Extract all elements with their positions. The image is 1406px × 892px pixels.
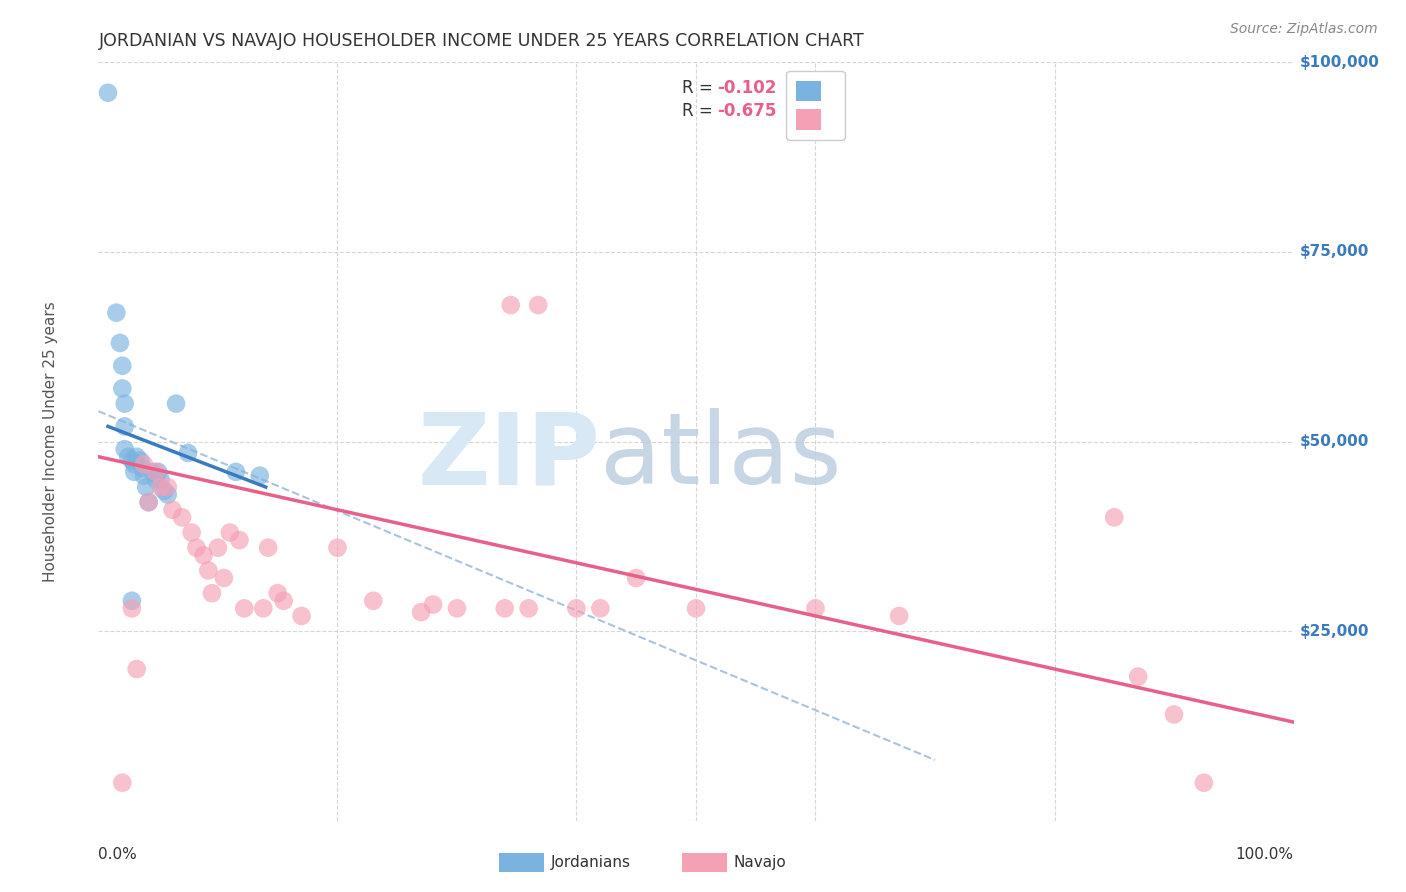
Text: Navajo: Navajo	[734, 855, 787, 870]
Text: $75,000: $75,000	[1299, 244, 1369, 260]
Point	[165, 396, 187, 410]
Point	[193, 548, 215, 563]
Point	[111, 359, 134, 373]
Text: -0.675: -0.675	[717, 102, 778, 120]
Point	[186, 541, 208, 555]
Point	[180, 525, 202, 540]
Text: 100.0%: 100.0%	[1236, 847, 1294, 863]
Point	[121, 453, 143, 467]
Point	[156, 487, 179, 501]
Point	[249, 468, 271, 483]
Point	[177, 446, 200, 460]
Text: atlas: atlas	[600, 409, 842, 505]
Point	[267, 586, 290, 600]
Point	[207, 541, 229, 555]
Point	[201, 586, 224, 600]
Point	[117, 450, 139, 464]
Text: R =: R =	[682, 102, 717, 120]
Legend: , : ,	[786, 70, 845, 140]
Point	[145, 473, 167, 487]
Point	[124, 465, 146, 479]
Point	[565, 601, 588, 615]
Point	[108, 335, 131, 350]
Point	[121, 601, 143, 615]
Point	[138, 495, 160, 509]
Text: $50,000: $50,000	[1299, 434, 1369, 449]
Text: 42: 42	[813, 102, 837, 120]
Text: JORDANIAN VS NAVAJO HOUSEHOLDER INCOME UNDER 25 YEARS CORRELATION CHART: JORDANIAN VS NAVAJO HOUSEHOLDER INCOME U…	[98, 32, 865, 50]
Point	[804, 601, 827, 615]
Point	[149, 473, 172, 487]
Point	[121, 594, 143, 608]
Text: Jordanians: Jordanians	[551, 855, 631, 870]
Point	[499, 298, 522, 312]
Point	[141, 465, 163, 479]
Point	[148, 465, 170, 479]
Point	[138, 495, 160, 509]
Point	[149, 480, 172, 494]
Point	[411, 605, 433, 619]
Point	[124, 457, 146, 471]
Point	[494, 601, 516, 615]
Point	[252, 601, 274, 615]
Point	[97, 86, 120, 100]
Text: Source: ZipAtlas.com: Source: ZipAtlas.com	[1230, 22, 1378, 37]
Text: $100,000: $100,000	[1299, 55, 1379, 70]
Point	[145, 465, 167, 479]
Text: -0.102: -0.102	[717, 79, 778, 97]
Point	[156, 480, 179, 494]
Point	[326, 541, 349, 555]
Point	[129, 453, 152, 467]
Point	[273, 594, 295, 608]
Point	[225, 465, 247, 479]
Point	[162, 503, 184, 517]
Point	[889, 608, 911, 623]
Point	[132, 468, 155, 483]
Point	[111, 382, 134, 396]
Point	[685, 601, 707, 615]
Point	[589, 601, 612, 615]
Text: $25,000: $25,000	[1299, 624, 1369, 639]
Point	[135, 480, 157, 494]
Point	[114, 442, 136, 457]
Point	[363, 594, 385, 608]
Text: 0.0%: 0.0%	[98, 847, 138, 863]
Point	[212, 571, 235, 585]
Point	[132, 457, 155, 471]
Point	[527, 298, 550, 312]
Point	[1192, 776, 1215, 790]
Point	[291, 608, 314, 623]
Point	[172, 510, 194, 524]
Point	[626, 571, 648, 585]
Point	[219, 525, 242, 540]
Point	[1128, 669, 1150, 683]
Point	[446, 601, 468, 615]
Point	[125, 662, 148, 676]
Text: N =: N =	[776, 102, 824, 120]
Text: R =: R =	[682, 79, 717, 97]
Text: N =: N =	[776, 79, 824, 97]
Text: ZIP: ZIP	[418, 409, 600, 505]
Point	[233, 601, 256, 615]
Point	[228, 533, 250, 547]
Text: Householder Income Under 25 years: Householder Income Under 25 years	[44, 301, 58, 582]
Point	[125, 450, 148, 464]
Point	[111, 776, 134, 790]
Point	[517, 601, 540, 615]
Point	[1104, 510, 1126, 524]
Point	[257, 541, 280, 555]
Text: 29: 29	[813, 79, 837, 97]
Point	[114, 396, 136, 410]
Point	[422, 598, 444, 612]
Point	[105, 305, 128, 319]
Point	[153, 483, 176, 498]
Point	[197, 564, 219, 578]
Point	[1163, 707, 1185, 722]
Point	[131, 461, 153, 475]
Point	[114, 419, 136, 434]
